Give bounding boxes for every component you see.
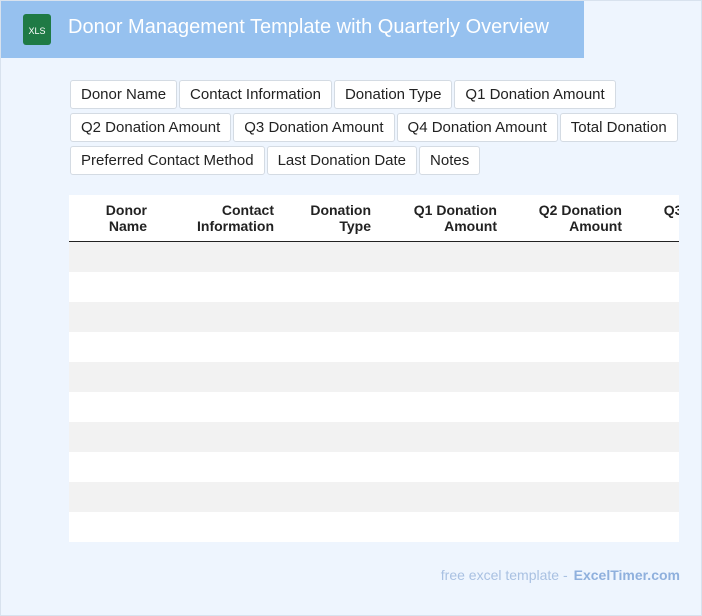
- header-bar: XLS Donor Management Template with Quart…: [1, 1, 584, 58]
- table-row: [69, 512, 679, 542]
- column-header: Donation Type: [310, 202, 371, 234]
- tag[interactable]: Preferred Contact Method: [70, 146, 265, 175]
- table-row: [69, 242, 679, 272]
- table-row: [69, 302, 679, 332]
- tag[interactable]: Notes: [419, 146, 481, 175]
- table-row: [69, 392, 679, 422]
- table-header: Donor Name Contact Information Donation Ty…: [69, 195, 679, 242]
- table-row: [69, 272, 679, 302]
- column-header: Q1 Donation Amount: [413, 202, 497, 234]
- column-header: Donor Name: [105, 202, 147, 234]
- tag[interactable]: Total Donation: [559, 113, 678, 142]
- table-row: [69, 482, 679, 512]
- tag[interactable]: Last Donation Date: [266, 146, 418, 175]
- page-title: Donor Management Template with Quarterly…: [68, 16, 549, 38]
- tag[interactable]: Donation Type: [333, 80, 453, 109]
- footer-text: free excel template -: [440, 567, 568, 583]
- tag[interactable]: Q1 Donation Amount: [454, 80, 616, 109]
- file-icon: XLS: [23, 14, 51, 45]
- column-header: Q3 Donation Amount: [663, 202, 679, 218]
- table-row: [69, 422, 679, 452]
- table-row: [69, 362, 679, 392]
- footer-brand[interactable]: ExcelTimer.com: [573, 567, 680, 583]
- tag-list: Donor Name Contact Information Donation Ty…: [70, 80, 690, 175]
- tag[interactable]: Q2 Donation Amount: [70, 113, 232, 142]
- footer: free excel template - ExcelTimer.com: [441, 567, 680, 583]
- tag[interactable]: Donor Name: [70, 80, 178, 109]
- tag[interactable]: Q4 Donation Amount: [396, 113, 558, 142]
- table-row: [69, 332, 679, 362]
- table-row: [69, 452, 679, 482]
- column-header: Contact Information: [197, 202, 274, 234]
- table: Donor Name Contact Information Donation Ty…: [69, 195, 679, 542]
- tag[interactable]: Q3 Donation Amount: [233, 113, 395, 142]
- column-header: Q2 Donation Amount: [538, 202, 622, 234]
- tag[interactable]: Contact Information: [179, 80, 332, 109]
